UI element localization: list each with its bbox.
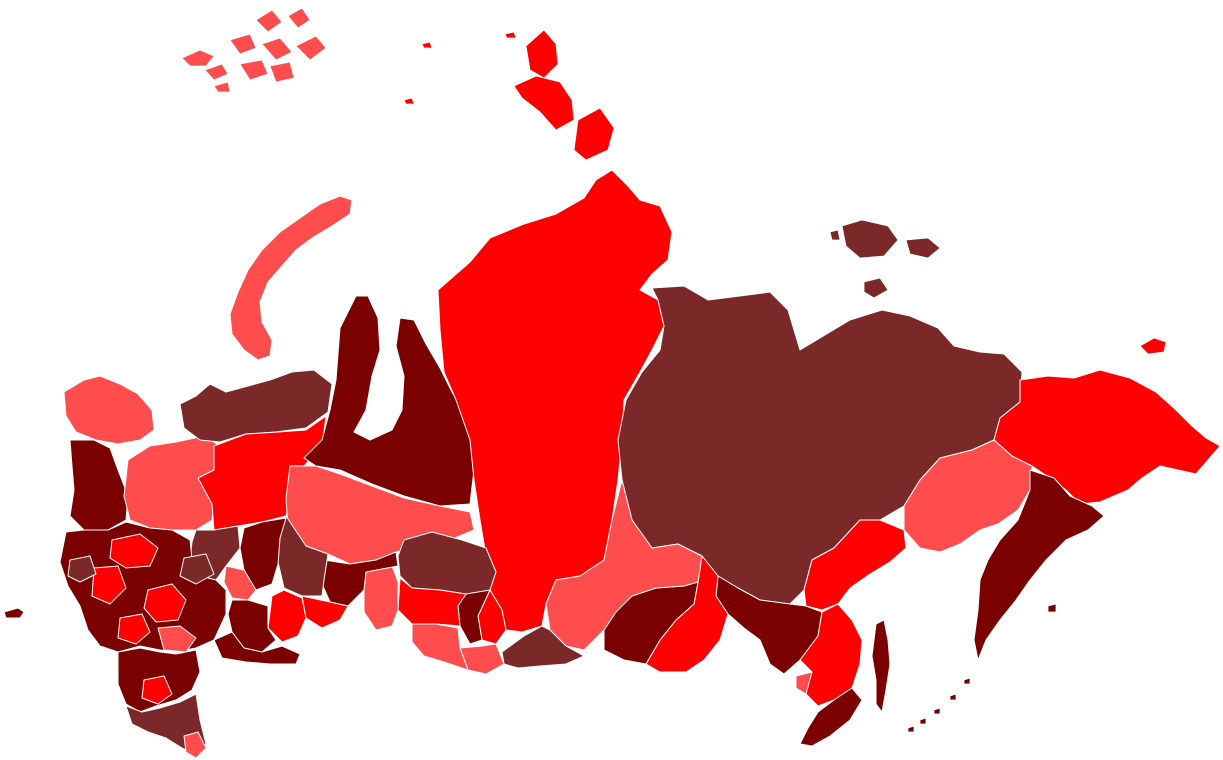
region-tomsk[interactable]	[397, 531, 497, 595]
region-kaliningrad[interactable]	[3, 607, 25, 619]
region-franz-josef-land[interactable]	[181, 7, 327, 93]
region-primorsky-south[interactable]	[799, 687, 863, 747]
island-small-1[interactable]	[421, 41, 433, 49]
region-caucasus-light[interactable]	[183, 731, 207, 759]
island-small-3[interactable]	[504, 31, 517, 39]
region-perm[interactable]	[239, 517, 287, 591]
region-murmansk[interactable]	[63, 375, 155, 445]
region-altai-krai[interactable]	[411, 623, 469, 671]
region-irkutsk[interactable]	[545, 479, 703, 651]
region-nenets[interactable]	[179, 369, 333, 443]
region-severnaya-zemlya[interactable]	[513, 29, 615, 161]
region-volga-1[interactable]	[109, 533, 159, 569]
region-central-russia[interactable]	[59, 521, 227, 653]
region-kurils[interactable]	[907, 603, 1057, 733]
region-khabarovsk[interactable]	[803, 519, 907, 611]
region-kamchatka[interactable]	[973, 469, 1105, 661]
region-volga-3[interactable]	[143, 583, 187, 623]
region-novosibirsk[interactable]	[397, 577, 467, 627]
region-volga-2[interactable]	[91, 565, 127, 605]
region-tyumen[interactable]	[321, 551, 399, 607]
island-small-2[interactable]	[403, 97, 415, 105]
region-chelyabinsk[interactable]	[267, 589, 307, 643]
region-volga-7[interactable]	[67, 555, 97, 583]
region-omsk[interactable]	[363, 565, 399, 631]
region-volga-5[interactable]	[157, 625, 197, 653]
region-karelia[interactable]	[69, 439, 129, 531]
region-novaya-zemlya[interactable]	[229, 195, 353, 361]
region-tuva[interactable]	[501, 625, 585, 669]
region-sakhalin[interactable]	[871, 619, 891, 713]
region-orenburg[interactable]	[213, 631, 301, 665]
region-volga-6[interactable]	[179, 553, 215, 585]
region-magadan[interactable]	[903, 439, 1033, 553]
region-volga-4[interactable]	[117, 613, 151, 645]
region-wrangel-island[interactable]	[1139, 337, 1167, 355]
region-new-siberian-islands[interactable]	[829, 219, 941, 299]
region-bashkortostan[interactable]	[227, 599, 277, 653]
region-caucasus-bright[interactable]	[141, 675, 173, 705]
